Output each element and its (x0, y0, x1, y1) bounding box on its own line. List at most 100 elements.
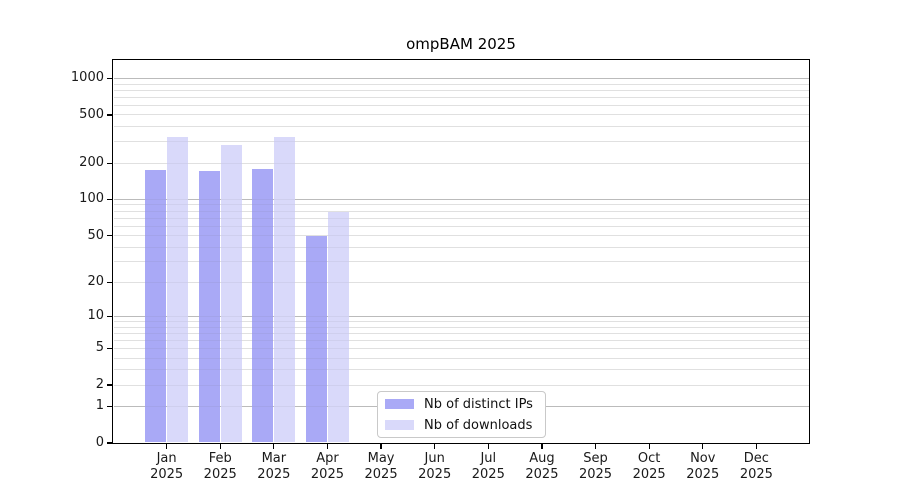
y-axis-tick-label: 1000 (70, 70, 104, 86)
gridline-minor (113, 114, 809, 116)
gridline-minor (113, 83, 809, 85)
x-axis-tick (487, 444, 489, 449)
x-axis-tick-label: Sep 2025 (578, 451, 613, 482)
gridline-overlay (113, 261, 809, 263)
gridline-overlay (113, 198, 809, 200)
gridline-minor (113, 332, 809, 334)
y-axis-tick-label: 50 (87, 227, 104, 243)
gridline-minor (113, 217, 809, 219)
legend-label-distinct-ips: Nb of distinct IPs (424, 396, 533, 412)
x-axis-tick (541, 444, 543, 449)
gridline-minor (113, 384, 809, 386)
legend-item-downloads: Nb of downloads (385, 416, 545, 434)
x-axis-tick-label: Jun 2025 (418, 451, 452, 482)
y-axis-tick-label: 0 (95, 435, 104, 450)
x-axis-tick (702, 444, 704, 449)
x-axis-tick-label: Apr 2025 (310, 451, 344, 482)
gridline-major (113, 77, 809, 79)
y-axis-tick (106, 281, 112, 283)
gridline-overlay (113, 77, 809, 79)
y-axis-tick-label: 1 (95, 398, 104, 414)
x-axis-tick-label: Nov 2025 (686, 451, 720, 482)
gridline-overlay (113, 210, 809, 212)
x-axis-tick-label: Feb 2025 (203, 451, 237, 482)
y-axis-tick (106, 114, 112, 116)
y-axis-tick (106, 384, 112, 386)
bar-distinct-ips-apr (305, 235, 327, 443)
x-axis-tick-label: Jan 2025 (150, 451, 184, 482)
y-axis-tick-label: 200 (79, 155, 104, 171)
y-axis-tick-label: 5 (95, 340, 104, 356)
y-axis-tick (106, 442, 112, 444)
y-axis-tick-label: 20 (87, 274, 104, 290)
gridline-major (113, 198, 809, 200)
bar-distinct-ips-mar (252, 168, 274, 443)
x-axis-tick-label: Jul 2025 (471, 451, 505, 482)
gridline-minor (113, 104, 809, 106)
gridline-minor (113, 96, 809, 98)
y-axis-tick (106, 198, 112, 201)
gridline-minor (113, 246, 809, 248)
gridline-overlay (113, 162, 809, 164)
gridline-overlay (113, 281, 809, 283)
legend-label-downloads: Nb of downloads (424, 417, 533, 433)
y-axis-tick (106, 77, 112, 80)
gridline-overlay (113, 347, 809, 349)
gridline-minor (113, 162, 809, 164)
gridline-minor (113, 339, 809, 341)
y-axis-tick (106, 347, 112, 350)
gridline-minor (113, 281, 809, 283)
gridline-overlay (113, 315, 809, 317)
bar-distinct-ips-feb (198, 171, 220, 443)
gridline-minor (113, 369, 809, 371)
gridline-overlay (113, 332, 809, 334)
gridline-overlay (113, 83, 809, 85)
gridline-minor (113, 261, 809, 263)
bar-downloads-feb (220, 144, 242, 443)
x-axis-tick (380, 444, 382, 449)
gridline-major (113, 315, 809, 317)
gridline-overlay (113, 326, 809, 328)
gridline-minor (113, 210, 809, 212)
gridline-overlay (113, 321, 809, 322)
bar-downloads-jan (167, 137, 189, 443)
chart-title: ompBAM 2025 (406, 35, 516, 53)
gridline-overlay (113, 114, 809, 116)
legend-swatch-downloads (385, 420, 414, 430)
x-axis-tick (755, 444, 758, 449)
gridline-overlay (113, 104, 809, 106)
gridline-minor (113, 89, 809, 91)
x-axis-tick-label: May 2025 (364, 451, 398, 482)
x-axis-tick-label: Mar 2025 (257, 451, 291, 482)
gridline-overlay (113, 126, 809, 128)
gridline-minor (113, 321, 809, 322)
x-axis-tick (219, 444, 221, 449)
x-axis-tick (273, 444, 275, 449)
legend-item-distinct-ips: Nb of distinct IPs (385, 395, 545, 413)
y-axis-tick (106, 162, 112, 164)
gridline-overlay (113, 225, 809, 227)
gridline-overlay (113, 339, 809, 341)
y-axis-tick (106, 405, 112, 408)
x-axis-tick (648, 444, 650, 449)
x-axis-tick-label: Dec 2025 (739, 451, 773, 482)
gridline-minor (113, 357, 809, 359)
gridline-minor (113, 126, 809, 128)
x-axis-tick (165, 444, 168, 449)
gridline-minor (113, 141, 809, 143)
gridline-overlay (113, 96, 809, 98)
gridline-overlay (113, 369, 809, 371)
bar-downloads-apr (327, 212, 349, 443)
bar-downloads-mar (274, 136, 296, 443)
x-axis-tick-label: Oct 2025 (632, 451, 666, 482)
legend: Nb of distinct IPs Nb of downloads (377, 391, 546, 438)
gridline-overlay (113, 246, 809, 248)
y-axis-tick-label: 500 (79, 106, 104, 122)
x-axis-tick-label: Aug 2025 (525, 451, 559, 482)
y-axis-tick (106, 315, 112, 318)
x-axis-tick (434, 444, 436, 449)
y-axis-tick-label: 100 (79, 191, 104, 207)
gridline-minor (113, 204, 809, 206)
legend-swatch-distinct-ips (385, 399, 414, 409)
